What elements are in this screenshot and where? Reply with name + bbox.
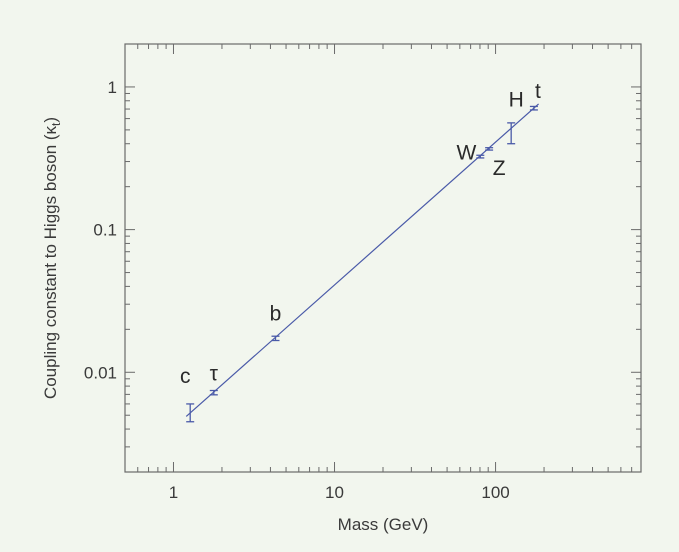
- point-label-τ: τ: [210, 363, 219, 386]
- point-label-H: H: [509, 88, 524, 111]
- data-points: [186, 105, 538, 423]
- point-labels: c τ b WZ H t: [180, 80, 541, 388]
- data-point-W: [476, 154, 485, 159]
- plot-area: [124, 43, 642, 473]
- fit-line: [185, 103, 539, 417]
- x-tick-label: 10: [325, 483, 344, 502]
- y-tick-label: 0.01: [84, 363, 117, 382]
- y-axis-title-main: Coupling constant to Higgs boson (κ: [41, 125, 60, 399]
- data-point-c: [186, 403, 195, 423]
- data-point-τ: [209, 389, 218, 396]
- axis-ticks: [124, 43, 642, 473]
- data-point-Z: [485, 147, 494, 151]
- y-tick-label: 0.1: [93, 221, 117, 240]
- x-tick-label: 1: [169, 483, 178, 502]
- point-label-W: W: [456, 142, 476, 165]
- data-point-b: [271, 335, 280, 342]
- point-label-t: t: [535, 80, 541, 103]
- data-point-t: [529, 105, 538, 111]
- y-axis-title-suffix: ): [41, 117, 60, 123]
- point-label-b: b: [270, 302, 282, 325]
- axis-tick-labels: 1 10 100 0.01 0.1 1: [84, 78, 510, 502]
- y-tick-label: 1: [108, 78, 117, 97]
- point-label-c: c: [180, 365, 191, 388]
- y-axis-title: Coupling constant to Higgs boson (κt): [41, 117, 63, 399]
- x-tick-label: 100: [481, 483, 509, 502]
- x-axis-title: Mass (GeV): [338, 515, 429, 534]
- y-axis-title-subscript: t: [49, 122, 63, 126]
- data-point-H: [507, 122, 516, 145]
- point-label-Z: Z: [493, 157, 506, 180]
